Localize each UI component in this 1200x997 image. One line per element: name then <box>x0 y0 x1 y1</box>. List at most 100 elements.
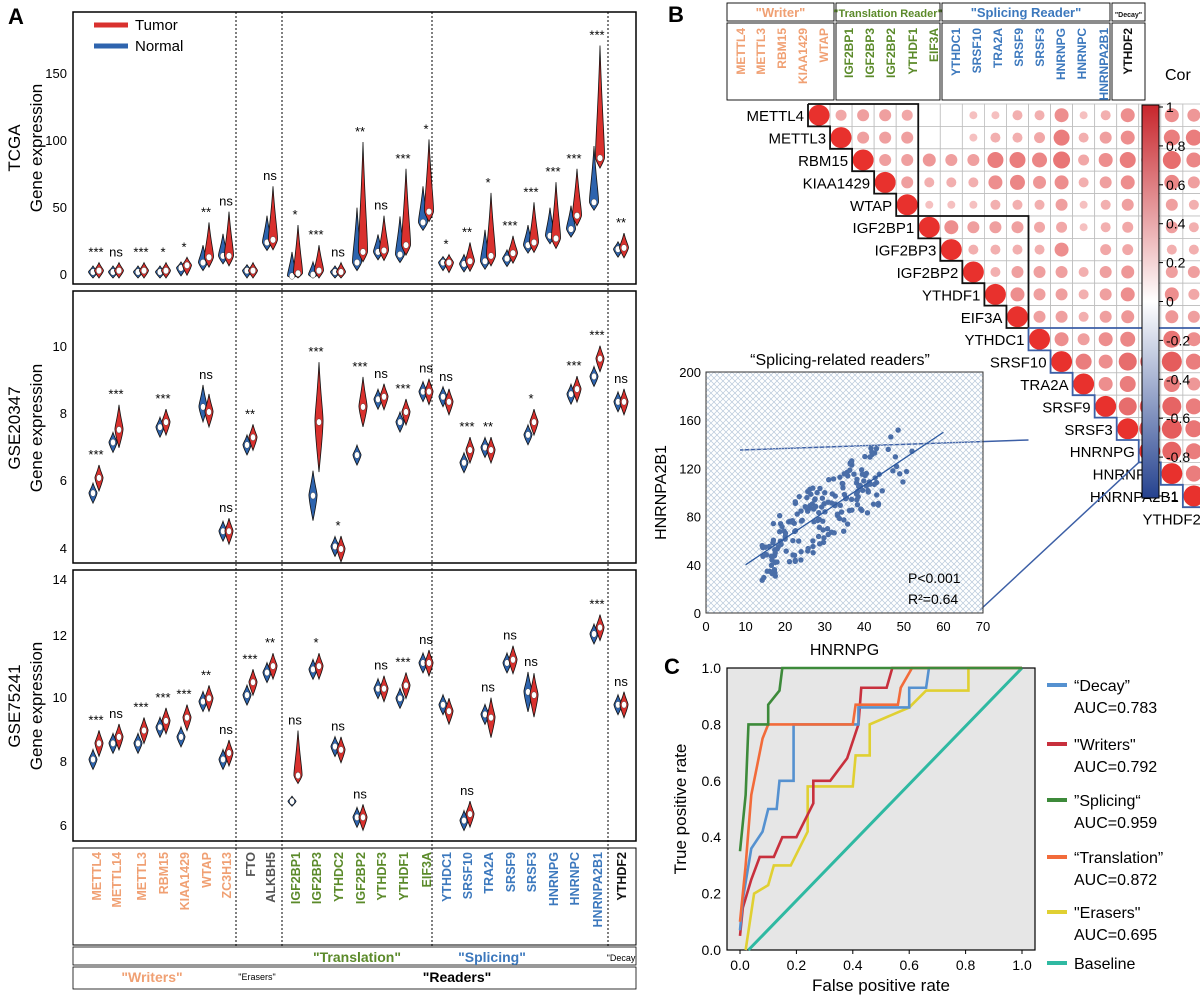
colorbar: Cor 1 0.8 0.6 0.4 0.2 0 -0.2 -0.4 -0.6 -0.8 -1 <box>1141 67 1191 504</box>
heatmap-dot <box>1055 266 1068 278</box>
violin-normal-IGF2BP3-median <box>310 271 316 279</box>
scatter-point <box>810 543 816 550</box>
gene-label-METTL4: METTL4 <box>90 852 104 901</box>
scatter-point <box>810 485 816 491</box>
col-label-YTHDC1: YTHDC1 <box>949 28 963 76</box>
heatmap-dot <box>1034 132 1046 144</box>
sig-label-HNRNPC: *** <box>566 151 581 166</box>
heatmap-dot <box>1053 129 1070 146</box>
gse20347-ytick: 4 <box>60 541 67 556</box>
heatmap-dot <box>1120 331 1136 347</box>
heatmap-dot <box>1009 174 1025 190</box>
violin-tumor-TRA2A-median <box>488 714 494 722</box>
violin-normal-IGF2BP3-median <box>310 492 316 500</box>
roc-ytick: 1.0 <box>702 660 722 676</box>
scatter-point <box>816 509 822 516</box>
sig-label-SRSF10: ns <box>460 783 474 798</box>
row-label-YTHDF2: YTHDF2 <box>1143 511 1200 528</box>
violin-tumor-YTHDF1-median <box>403 408 409 416</box>
col-label-SRSF10: SRSF10 <box>970 28 984 74</box>
heatmap-dot <box>962 261 984 283</box>
sig-label-IGF2BP2: *** <box>352 359 367 374</box>
col-label-METTL4: METTL4 <box>734 28 748 75</box>
roc-plot-area <box>726 667 1036 951</box>
heatmap-dot <box>945 154 958 166</box>
violin-tumor-YTHDC1-median <box>446 398 452 406</box>
header-group-label: "Splicing Reader" <box>971 5 1082 20</box>
header-group-box <box>1111 2 1146 22</box>
violin-tumor-WTAP-median <box>206 253 212 261</box>
scatter-point <box>867 454 873 460</box>
violin-normal-YTHDF1-median <box>397 251 403 259</box>
row-label-TRA2A: TRA2A <box>1020 377 1068 394</box>
gse75241-ytick: 8 <box>60 754 67 769</box>
heatmap-dot <box>1099 176 1112 189</box>
heatmap-cell <box>939 126 963 150</box>
violin-normal-RBM15-median <box>157 423 163 431</box>
header-group-label: "Translation Reader" <box>833 8 942 20</box>
heatmap-dot <box>989 221 1002 234</box>
roc-legend-label: "Erasers" <box>1074 905 1140 922</box>
scatter-point <box>812 496 818 502</box>
scatter-point <box>790 537 796 544</box>
violin-normal-IGF2BP2-median <box>354 451 360 459</box>
heatmap-dot <box>1121 310 1135 324</box>
heatmap-dot <box>808 104 830 126</box>
scatter-point <box>862 453 868 460</box>
heatmap-dot <box>990 132 1001 143</box>
sig-label-WTAP: ns <box>199 367 213 382</box>
violin-tumor-IGF2BP2-median <box>360 248 366 256</box>
scatter-point <box>848 496 855 503</box>
heatmap-dot <box>1009 152 1026 168</box>
gene-label-YTHDF1: YTHDF1 <box>397 852 411 901</box>
heatmap-dot <box>1188 288 1200 300</box>
row-label-IGF2BP3: IGF2BP3 <box>875 243 937 260</box>
scatter-point <box>855 494 861 500</box>
sig-label-YTHDF3: ns <box>374 198 388 213</box>
tcga-ylabel: Gene expression <box>27 84 46 213</box>
violin-tumor-YTHDF1-median <box>403 241 409 249</box>
gse20347-title: GSE20347 <box>5 386 24 469</box>
sig-label-YTHDC1: * <box>443 237 448 252</box>
gene-label-HNRNPC: HNRNPC <box>568 852 582 905</box>
sig-label-METTL14: *** <box>108 387 123 402</box>
gene-label-YTHDC2: YTHDC2 <box>332 852 346 902</box>
violin-normal-SRSF10-median <box>461 459 467 467</box>
heatmap-dot <box>1187 176 1200 189</box>
scatter-point <box>763 551 769 558</box>
heatmap-dot <box>1099 310 1112 323</box>
violin-tumor-FTO-median <box>250 678 256 686</box>
violin-tumor-RBM15-median <box>163 418 169 426</box>
gse75241-yticks: 6 8 10 12 14 <box>53 572 67 833</box>
sig-label-SRSF9: *** <box>502 218 517 233</box>
row-label-SRSF9: SRSF9 <box>1042 399 1090 416</box>
violin-tumor-TRA2A-median <box>488 252 494 260</box>
heatmap-dot <box>1162 396 1182 416</box>
sig-label-EIF3A: * <box>423 121 428 136</box>
violin-layer: *** ns *** * ***nsns****ns**ns**************… <box>88 12 629 946</box>
violin-normal-METTL14-median <box>110 739 116 747</box>
row-label-HNRNPG: HNRNPG <box>1070 444 1135 461</box>
sig-label-IGF2BP3: * <box>313 635 318 650</box>
scatter-point <box>768 553 774 559</box>
heatmap-dot <box>1119 152 1136 168</box>
sig-label-METTL14: ns <box>109 706 123 721</box>
col-label-TRA2A: TRA2A <box>991 28 1005 68</box>
header-group-box <box>941 2 1111 22</box>
violin-tumor-EIF3A-median <box>426 208 432 216</box>
violin-normal-WTAP-median <box>200 403 206 411</box>
row-label-WTAP: WTAP <box>850 198 892 215</box>
violin-tumor-WTAP-median <box>206 408 212 416</box>
heatmap-dot <box>1161 418 1182 439</box>
violin-normal-SRSF3-median <box>525 431 531 439</box>
sig-label-SRSF3: ns <box>524 654 538 669</box>
sig-label-EIF3A: ns <box>419 361 433 376</box>
col-label-RBM15: RBM15 <box>775 28 789 69</box>
heatmap-dot <box>1161 463 1183 485</box>
heatmap-dot <box>1029 328 1051 350</box>
scatter-inset: “Splicing-related readers” 0 10 20 30 40 50 60 7… <box>653 352 990 659</box>
heatmap-dot <box>924 177 935 188</box>
scatter-xtick: 20 <box>778 619 792 634</box>
violin-tumor-YTHDF1-median <box>403 681 409 689</box>
violin-tumor-RBM15-median <box>163 267 169 275</box>
